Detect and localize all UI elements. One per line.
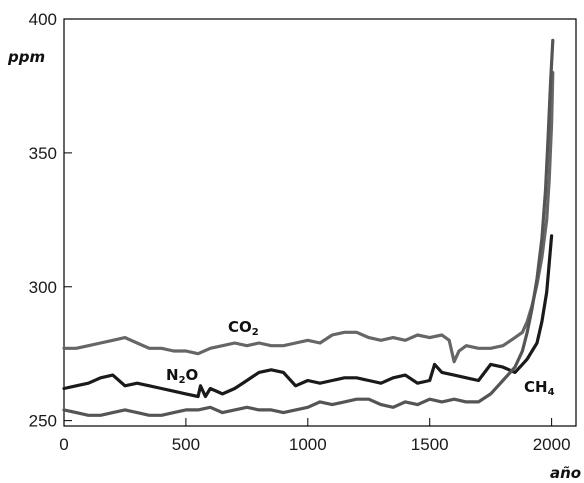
series-label-2: CH4 [524,378,555,398]
series-label-1: N2O [166,366,198,386]
x-tick-label: 2000 [533,435,571,454]
y-tick-label: 250 [29,412,57,431]
series-line-2 [62,38,555,417]
series-label-part: N [166,366,179,384]
series-label-0: CO2 [228,318,259,338]
series-label-part: CO [228,318,252,336]
series-label-part: 2 [252,327,259,338]
x-axis-title: año [550,464,581,482]
plot-frame [63,18,577,427]
series-line-0 [62,71,555,364]
y-tick-label: 350 [29,144,57,163]
series-label-part: O [186,366,199,384]
series-lines [62,38,555,417]
y-tick-label: 400 [29,10,57,29]
axis-ticks: 0 500 1000 1500 2000 250 300 350 400 [29,10,571,454]
y-tick-label: 300 [29,278,57,297]
series-label-part: 4 [548,387,555,398]
x-tick-label: 500 [172,435,200,454]
y-axis-title: ppm [7,48,45,66]
series-label-part: 2 [179,375,186,386]
x-tick-label: 1000 [289,435,327,454]
x-tick-label: 1500 [411,435,449,454]
series-line-1 [62,234,554,399]
x-tick-label: 0 [59,435,68,454]
series-label-part: CH [524,378,548,396]
